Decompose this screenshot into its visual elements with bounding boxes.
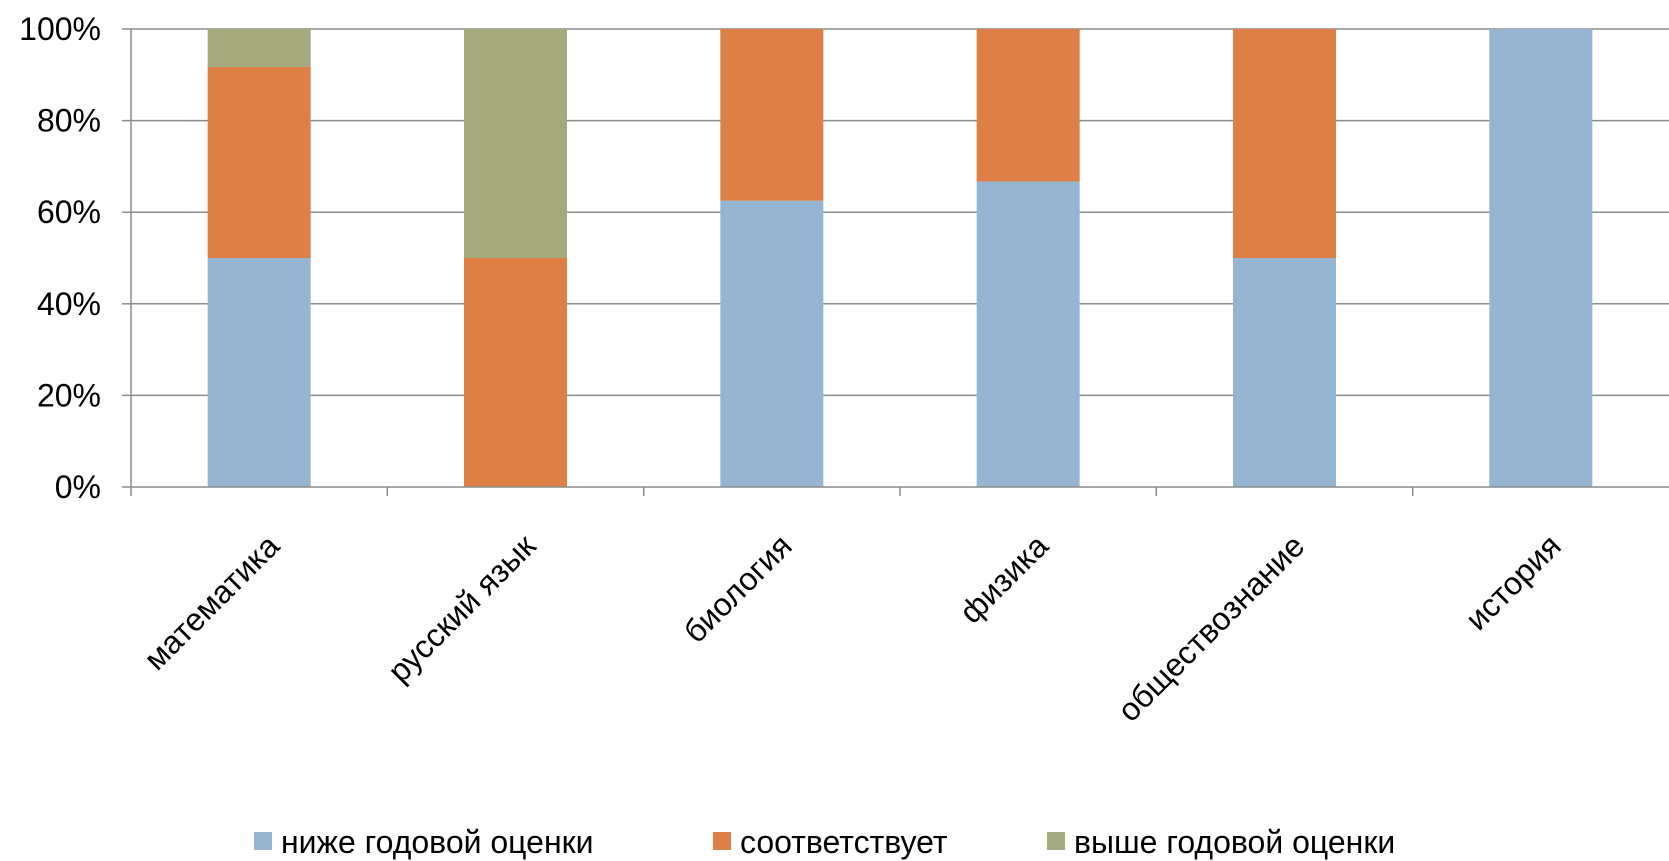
category-label: биология (676, 527, 798, 649)
category-label: русский язык (381, 527, 543, 689)
legend-swatch (1047, 832, 1065, 850)
category-label: обществознание (1111, 527, 1312, 728)
bar-segment (207, 67, 311, 258)
legend: ниже годовой оценки соответствует выше год… (254, 824, 1395, 860)
y-axis-tick-label: 80% (37, 103, 101, 139)
y-axis-tick-label: 20% (37, 377, 101, 413)
legend-label: выше годовой оценки (1074, 824, 1395, 860)
bar-segment (207, 29, 311, 68)
y-axis-tick-label: 0% (55, 469, 101, 505)
legend-swatch (713, 832, 731, 850)
legend-label: ниже годовой оценки (281, 824, 593, 860)
legend-label: соответствует (740, 824, 948, 860)
x-axis-category-labels: математика русский язык биология физика обще… (137, 527, 1568, 729)
bar-segment (1233, 29, 1336, 258)
y-axis-tick-labels: 0% 20% 40% 60% 80% 100% (19, 11, 101, 505)
legend-swatch (254, 832, 272, 850)
category-label: математика (137, 527, 287, 677)
bar-segment (720, 200, 824, 487)
bar-segment (464, 258, 567, 487)
axes (122, 28, 1669, 496)
bar-segment (464, 29, 567, 258)
gridlines (131, 28, 1669, 397)
bar-segment (207, 258, 311, 487)
bar-segment (1489, 29, 1593, 487)
bar-segment (720, 29, 824, 201)
y-axis-tick-label: 100% (19, 11, 101, 47)
bar-segment (1233, 258, 1336, 487)
y-axis-tick-label: 60% (37, 194, 101, 230)
bars (207, 29, 1593, 487)
category-label: физика (952, 527, 1055, 630)
bar-segment (976, 181, 1080, 487)
bar-segment (976, 29, 1080, 182)
category-label: история (1458, 527, 1568, 637)
y-axis-tick-label: 40% (37, 286, 101, 322)
